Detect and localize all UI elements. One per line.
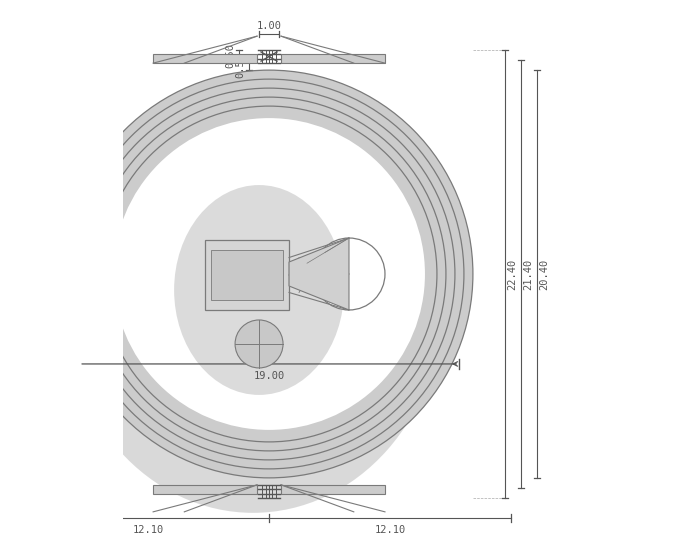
Text: 22.40: 22.40: [507, 258, 518, 290]
Text: 12.10: 12.10: [132, 525, 164, 535]
Text: 0.50: 0.50: [225, 43, 235, 67]
Bar: [153, 485, 257, 494]
Bar: [205, 240, 289, 310]
Text: 20.40: 20.40: [540, 258, 549, 290]
Bar: [153, 54, 257, 63]
Bar: [281, 54, 385, 63]
Bar: [281, 485, 385, 494]
Text: 1.00: 1.00: [257, 21, 282, 31]
Circle shape: [65, 70, 473, 478]
Circle shape: [313, 238, 385, 310]
Text: 12.10: 12.10: [375, 525, 406, 535]
Bar: [211, 250, 283, 300]
Text: 19.00: 19.00: [253, 371, 285, 381]
Text: 0.50: 0.50: [235, 53, 245, 78]
Circle shape: [235, 320, 283, 368]
Text: 21.40: 21.40: [523, 258, 533, 290]
Polygon shape: [289, 238, 349, 310]
Ellipse shape: [63, 83, 443, 513]
Circle shape: [113, 118, 425, 430]
Ellipse shape: [174, 185, 344, 395]
